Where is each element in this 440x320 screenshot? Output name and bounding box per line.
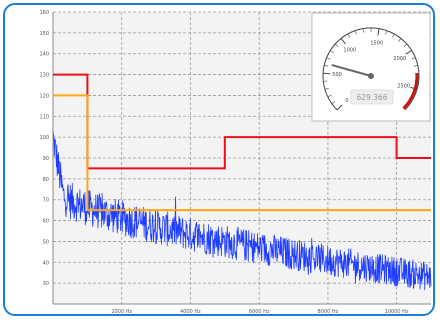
gauge-tick	[413, 65, 418, 67]
gauge-tick	[327, 94, 332, 98]
gauge-tick	[347, 33, 350, 38]
series-layer	[52, 73, 432, 291]
gauge-tick	[340, 38, 346, 45]
y-tick-label: 40	[43, 260, 49, 266]
gauge-tick-label: 0	[345, 98, 348, 104]
gauge-tick	[377, 28, 380, 36]
y-tick-label: 120	[39, 93, 49, 99]
gauge-tick	[331, 101, 336, 105]
y-tick-label: 100	[39, 135, 49, 141]
x-tick-label: 4000 Hz	[180, 309, 201, 315]
gauge-tick	[354, 30, 357, 35]
y-tick-label: 130	[39, 73, 49, 79]
gauge-tick-label: 1000	[343, 47, 356, 53]
y-axis-ticks: 30 40 50 60 70 80 90 100 110 120 130 140 150 160	[39, 10, 49, 287]
gauge-widget: 0 500 1000 1500 2000 2500 629.366	[311, 12, 431, 122]
y-tick-label: 90	[43, 156, 49, 162]
gauge-tick	[362, 28, 364, 33]
red-limit-line	[53, 73, 431, 170]
gauge-tick	[324, 87, 329, 90]
gauge-tick-label: 2500	[397, 83, 410, 89]
x-tick-label: 6000 Hz	[249, 309, 270, 315]
gauge-value-readout: 629.366	[356, 93, 387, 102]
spectrum-chart: 30 40 50 60 70 80 90 100 110 120 130 140 150 160 2000…	[39, 10, 432, 315]
x-axis-ticks: 2000 Hz 4000 Hz 6000 Hz 8000 Hz 10000 Hz	[111, 309, 409, 315]
y-tick-label: 150	[39, 31, 49, 37]
y-tick-label: 140	[39, 52, 49, 58]
y-tick-label: 110	[39, 114, 49, 120]
y-tick-label: 70	[43, 198, 49, 204]
y-tick-label: 30	[43, 281, 49, 287]
gauge-tick-label: 1500	[370, 40, 383, 46]
gauge-tick-label: 2000	[393, 56, 406, 62]
y-tick-label: 50	[43, 239, 49, 245]
gauge-needle	[331, 64, 372, 77]
gauge-tick	[392, 33, 395, 38]
gauge-tick	[405, 50, 412, 55]
gauge-tick	[410, 86, 418, 90]
y-tick-label: 80	[43, 177, 49, 183]
x-tick-label: 2000 Hz	[111, 309, 132, 315]
gauge-tick	[330, 50, 334, 53]
gauge-tick	[398, 38, 402, 42]
gauge-tick-label: 500	[332, 72, 342, 78]
x-tick-label: 8000 Hz	[318, 309, 339, 315]
x-tick-label: 10000 Hz	[385, 309, 409, 315]
gauge-tick	[326, 57, 331, 60]
gauge-tick	[335, 43, 339, 47]
gauge-tick	[324, 65, 329, 67]
gauge-tick	[385, 30, 388, 35]
gauge-hub	[368, 73, 374, 79]
spectrum-widget: 30 40 50 60 70 80 90 100 110 120 130 140 150 160 2000…	[3, 3, 435, 316]
gauge-dial-arc	[322, 27, 420, 111]
y-tick-label: 60	[43, 219, 49, 225]
gauge-tick	[336, 104, 343, 111]
gauge-value-box	[350, 89, 394, 105]
spectrum-series-line	[52, 131, 432, 291]
y-tick-label: 160	[39, 10, 49, 16]
orange-limit-line	[53, 94, 431, 212]
gauge-tick	[411, 57, 416, 60]
gauge-tick	[403, 43, 407, 47]
gauge-danger-band	[402, 73, 419, 110]
